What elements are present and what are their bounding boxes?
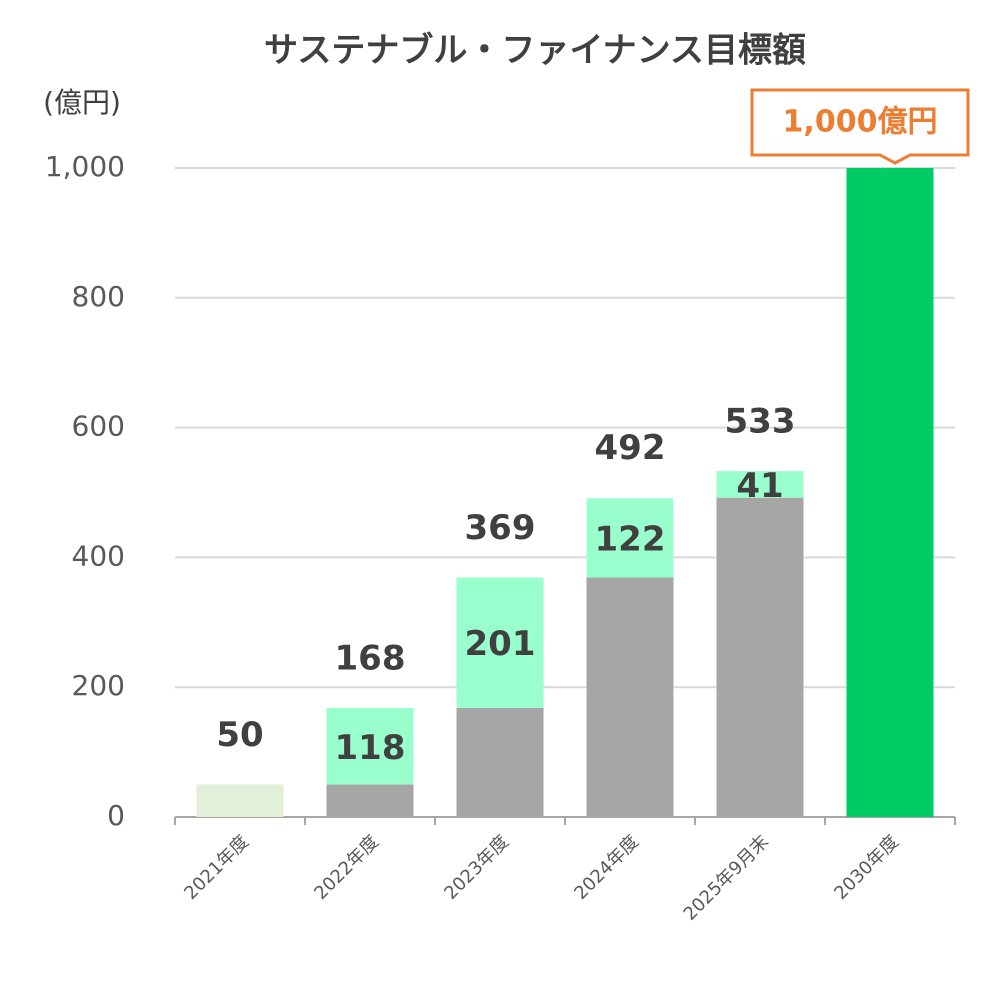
y-tick-label: 0 xyxy=(107,799,125,832)
bar-segment xyxy=(326,707,414,785)
y-tick-label: 400 xyxy=(72,539,125,572)
y-tick-label: 600 xyxy=(72,410,125,443)
bar-segment xyxy=(326,784,414,817)
total-label: 533 xyxy=(725,402,796,442)
bar-segment xyxy=(716,497,804,817)
y-tick-label: 1,000 xyxy=(45,150,125,183)
segment-label: 201 xyxy=(465,624,536,664)
x-tick-label: 2021年度 xyxy=(180,831,253,904)
chart-title: サステナブル・ファイナンス目標額 xyxy=(264,31,806,71)
segment-label: 118 xyxy=(335,728,406,768)
callout: 1,000億円 xyxy=(750,88,970,165)
bar-segment xyxy=(456,707,544,817)
callout-box xyxy=(750,88,970,165)
x-tick-label: 2025年9月末 xyxy=(680,831,774,925)
bar-segment xyxy=(846,168,934,817)
bar-segment xyxy=(586,498,674,578)
bar-segment xyxy=(716,471,804,498)
x-tick-label: 2023年度 xyxy=(440,831,513,904)
x-tick-label: 2030年度 xyxy=(830,831,903,904)
y-tick-label: 200 xyxy=(72,669,125,702)
y-axis-label: (億円) xyxy=(43,86,121,119)
x-tick-label: 2022年度 xyxy=(310,831,383,904)
total-label: 492 xyxy=(595,428,666,468)
segment-label: 122 xyxy=(595,519,666,559)
total-label: 168 xyxy=(335,638,406,678)
bar-segment xyxy=(196,784,284,817)
callout-text: 1,000億円 xyxy=(783,105,938,140)
total-label: 50 xyxy=(216,715,263,755)
y-tick-label: 800 xyxy=(72,280,125,313)
segment-label: 41 xyxy=(736,466,783,506)
bar-segment xyxy=(456,577,544,708)
x-tick-label: 2024年度 xyxy=(570,831,643,904)
total-label: 369 xyxy=(465,508,536,548)
bar-segment xyxy=(586,577,674,817)
